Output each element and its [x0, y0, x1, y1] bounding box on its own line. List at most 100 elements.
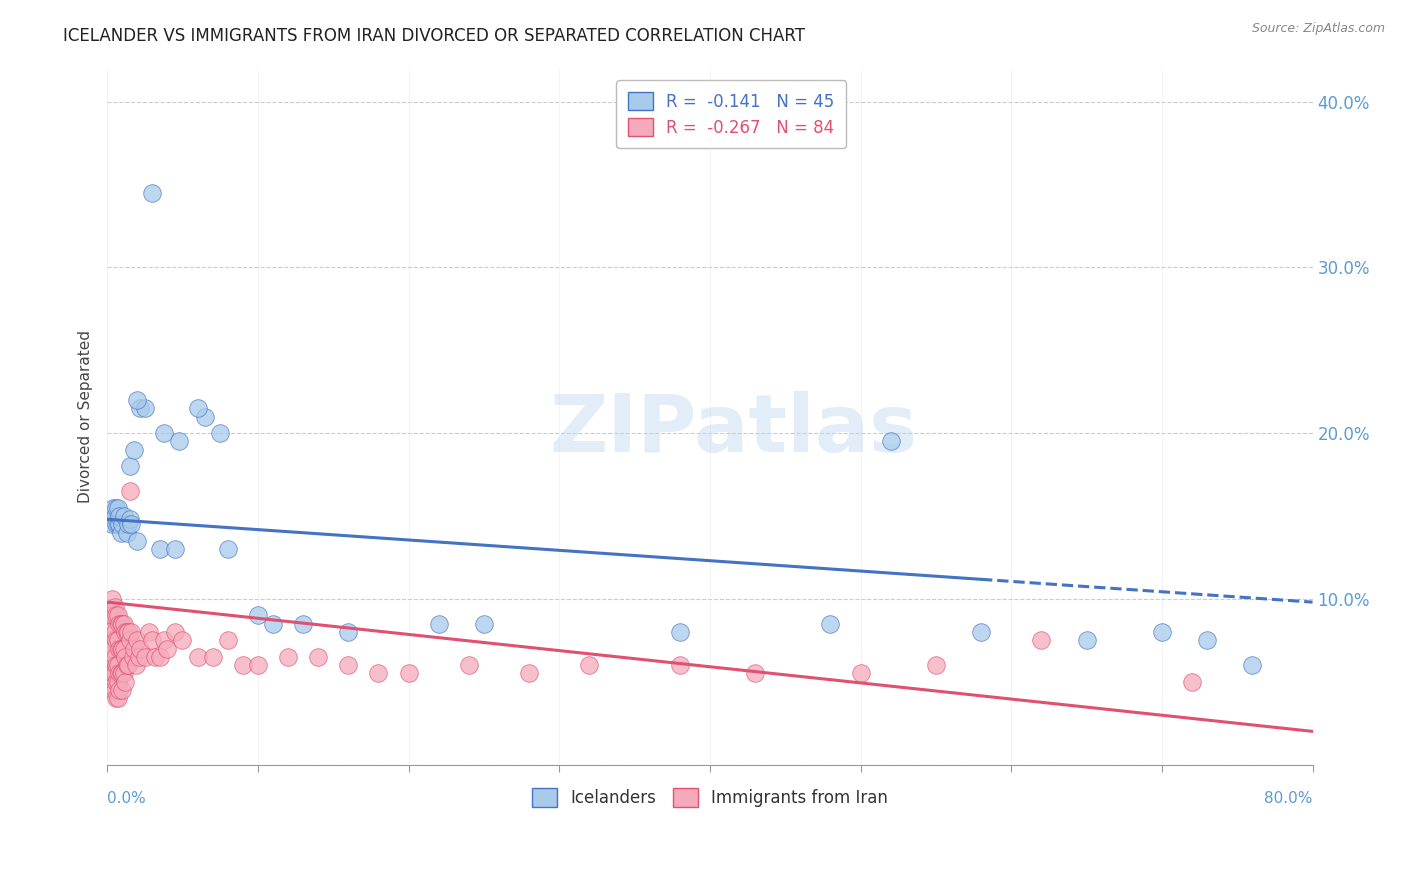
Point	[105, 500, 128, 515]
Point	[427, 616, 450, 631]
Point	[246, 608, 269, 623]
Point	[117, 658, 139, 673]
Point	[105, 658, 128, 673]
Point	[209, 426, 232, 441]
Point	[138, 624, 160, 639]
Point	[100, 517, 122, 532]
Point	[337, 624, 360, 639]
Point	[103, 500, 125, 515]
Point	[104, 508, 127, 523]
Point	[120, 624, 142, 639]
Point	[108, 616, 131, 631]
Point	[156, 641, 179, 656]
Point	[111, 517, 134, 532]
Text: ZIPatlas: ZIPatlas	[550, 392, 918, 469]
Point	[111, 641, 134, 656]
Point	[1150, 624, 1173, 639]
Point	[217, 633, 239, 648]
Point	[114, 624, 136, 639]
Point	[110, 641, 132, 656]
Point	[118, 633, 141, 648]
Point	[104, 649, 127, 664]
Point	[108, 517, 131, 532]
Point	[107, 517, 129, 532]
Point	[114, 649, 136, 664]
Point	[129, 641, 152, 656]
Point	[110, 666, 132, 681]
Point	[277, 649, 299, 664]
Point	[217, 542, 239, 557]
Point	[118, 484, 141, 499]
Point	[134, 401, 156, 416]
Point	[517, 666, 540, 681]
Point	[115, 525, 138, 540]
Point	[112, 641, 135, 656]
Point	[100, 666, 122, 681]
Point	[232, 658, 254, 673]
Point	[668, 658, 690, 673]
Point	[149, 542, 172, 557]
Point	[292, 616, 315, 631]
Point	[107, 674, 129, 689]
Point	[141, 633, 163, 648]
Point	[367, 666, 389, 681]
Point	[103, 608, 125, 623]
Point	[925, 658, 948, 673]
Point	[127, 533, 149, 548]
Point	[163, 542, 186, 557]
Point	[111, 616, 134, 631]
Point	[163, 624, 186, 639]
Point	[110, 525, 132, 540]
Point	[108, 666, 131, 681]
Point	[201, 649, 224, 664]
Point	[108, 682, 131, 697]
Point	[104, 666, 127, 681]
Y-axis label: Divorced or Separated: Divorced or Separated	[79, 330, 93, 503]
Point	[262, 616, 284, 631]
Point	[169, 434, 191, 449]
Point	[105, 691, 128, 706]
Point	[107, 500, 129, 515]
Point	[118, 459, 141, 474]
Point	[115, 624, 138, 639]
Point	[112, 616, 135, 631]
Text: 0.0%: 0.0%	[107, 791, 146, 806]
Point	[108, 641, 131, 656]
Point	[121, 649, 143, 664]
Point	[744, 666, 766, 681]
Point	[668, 624, 690, 639]
Point	[398, 666, 420, 681]
Point	[107, 633, 129, 648]
Point	[107, 691, 129, 706]
Point	[112, 666, 135, 681]
Point	[194, 409, 217, 424]
Point	[127, 633, 149, 648]
Point	[172, 633, 194, 648]
Point	[103, 641, 125, 656]
Text: Source: ZipAtlas.com: Source: ZipAtlas.com	[1251, 22, 1385, 36]
Point	[105, 517, 128, 532]
Point	[472, 616, 495, 631]
Point	[107, 658, 129, 673]
Legend: Icelanders, Immigrants from Iran: Icelanders, Immigrants from Iran	[523, 780, 896, 815]
Point	[105, 674, 128, 689]
Point	[307, 649, 329, 664]
Point	[115, 658, 138, 673]
Point	[112, 508, 135, 523]
Point	[110, 616, 132, 631]
Point	[1076, 633, 1098, 648]
Point	[104, 600, 127, 615]
Point	[98, 658, 121, 673]
Point	[153, 426, 176, 441]
Point	[1181, 674, 1204, 689]
Point	[103, 682, 125, 697]
Point	[108, 508, 131, 523]
Point	[153, 633, 176, 648]
Point	[118, 512, 141, 526]
Point	[127, 392, 149, 407]
Point	[187, 649, 209, 664]
Point	[105, 633, 128, 648]
Point	[879, 434, 901, 449]
Point	[100, 591, 122, 606]
Point	[578, 658, 600, 673]
